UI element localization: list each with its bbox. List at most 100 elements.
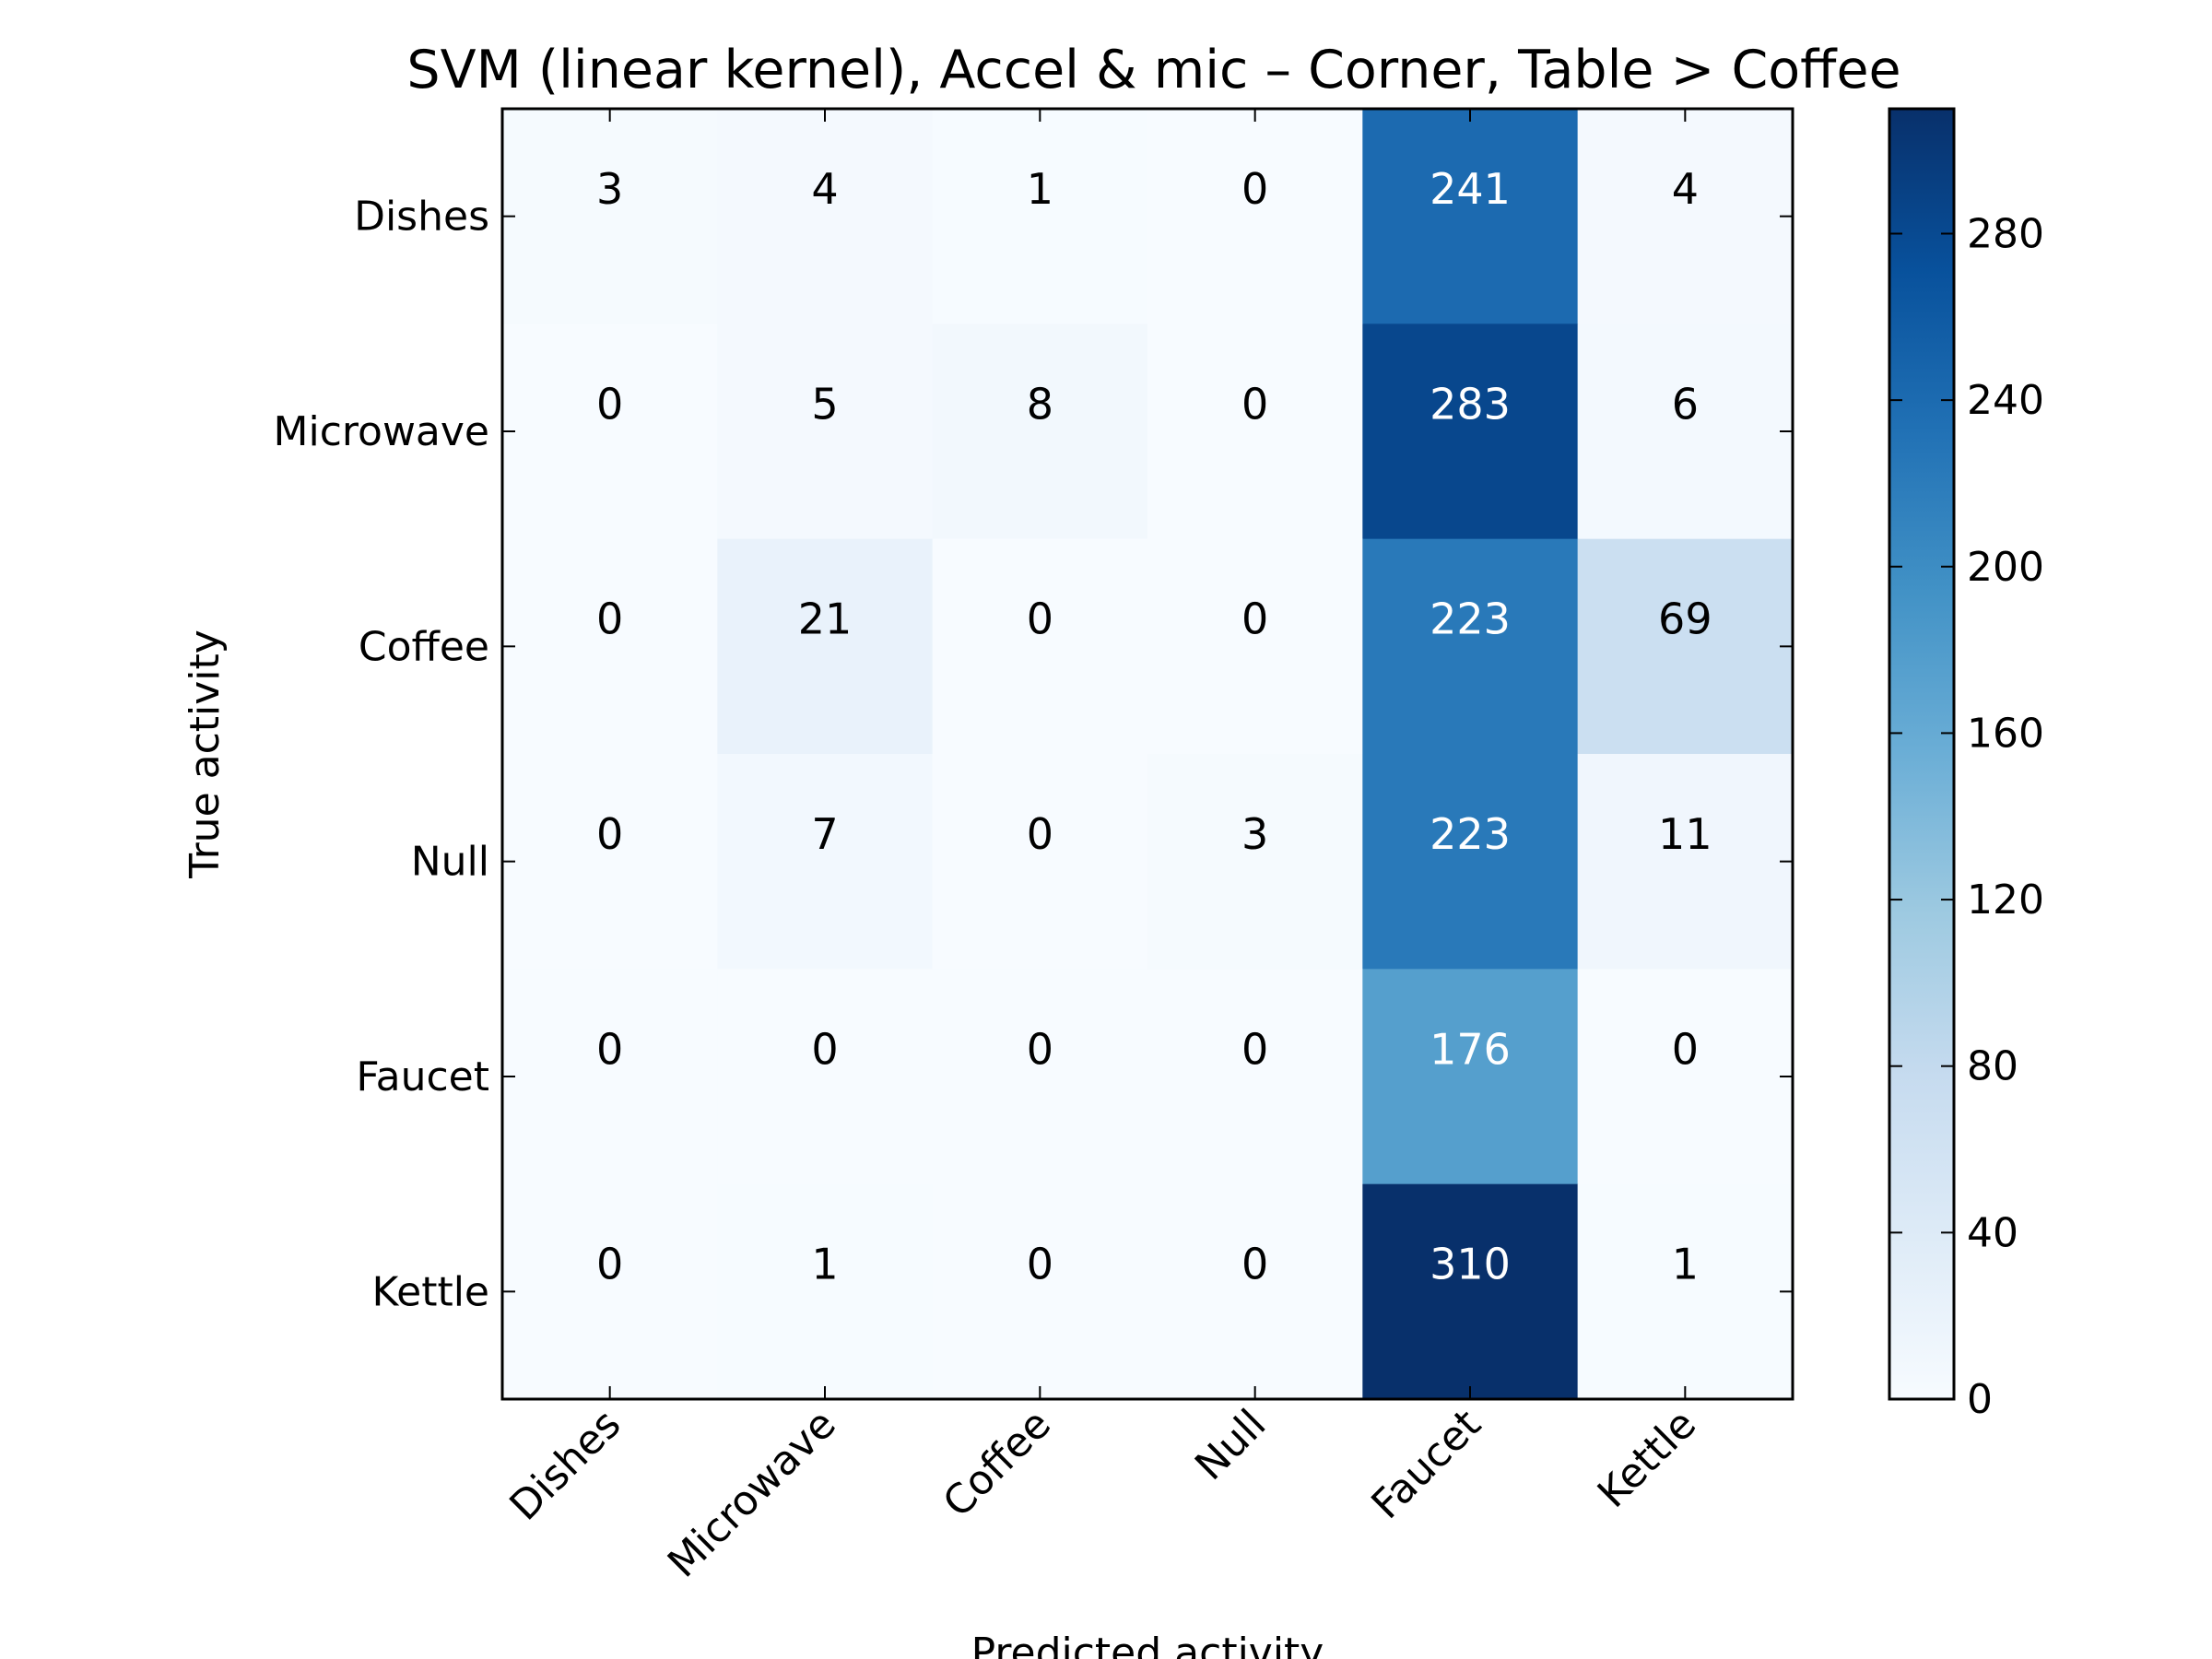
x-tick-label: Null (1186, 1401, 1275, 1489)
cell-value-label: 21 (798, 594, 853, 644)
y-tick-label: Coffee (359, 623, 489, 670)
heatmap-cell (502, 754, 718, 970)
heatmap-cell (1362, 969, 1579, 1185)
colorbar-tick-label: 160 (1967, 710, 2044, 757)
cell-value-label: 0 (1241, 1024, 1268, 1074)
heatmap-cell (1147, 1183, 1363, 1400)
cell-value-label: 176 (1430, 1024, 1511, 1074)
heatmap-cell (932, 1183, 1148, 1400)
colorbar-tick-label: 200 (1967, 544, 2044, 591)
heatmap-cell (932, 109, 1148, 324)
colorbar-gradient (1888, 107, 1956, 1401)
cell-value-label: 223 (1430, 809, 1511, 859)
y-tick-label: Dishes (354, 194, 489, 241)
heatmap-cell (502, 969, 718, 1185)
heatmap-cell (1147, 969, 1363, 1185)
heatmap-cell (932, 324, 1148, 540)
y-tick-label: Faucet (356, 1053, 489, 1100)
heatmap-cell (1577, 109, 1794, 324)
x-tick-label: Dishes (500, 1401, 629, 1530)
x-tick-label: Kettle (1589, 1401, 1705, 1517)
y-tick-label: Null (411, 839, 489, 886)
cell-value-label: 6 (1672, 379, 1699, 429)
heatmap-cell (1577, 969, 1794, 1185)
cell-value-label: 0 (596, 1024, 623, 1074)
cell-value-label: 241 (1430, 164, 1511, 214)
heatmap-cells: 3 4 1 0 241 40 5 8 0 283 60 21 0 0 223 690 7 0 3 223 110 0 0 0 1… (502, 109, 1794, 1400)
y-tick-label: Microwave (274, 408, 489, 455)
cell-value-label: 1 (811, 1240, 838, 1289)
x-tick-label: Microwave (659, 1401, 845, 1587)
colorbar: 0 40 80 120 160 200 240 280 (1888, 107, 2044, 1423)
colorbar-tick-label: 240 (1967, 377, 2044, 424)
heatmap-cell (1577, 754, 1794, 970)
heatmap-cell (1362, 538, 1579, 755)
cell-value-label: 0 (1027, 809, 1053, 859)
cell-value-label: 0 (596, 594, 623, 644)
heatmap-cell (932, 538, 1148, 755)
cell-value-label: 0 (1241, 164, 1268, 214)
cell-value-label: 0 (596, 379, 623, 429)
x-axis-label: Predicted activity (971, 1630, 1324, 1659)
heatmap-cell (502, 324, 718, 540)
heatmap-cell (1147, 324, 1363, 540)
x-tick-label: Faucet (1362, 1401, 1489, 1528)
cell-value-label: 5 (811, 379, 838, 429)
heatmap-cell (502, 109, 718, 324)
cell-value-label: 0 (811, 1024, 838, 1074)
cell-value-label: 0 (1027, 1240, 1053, 1289)
cell-value-label: 310 (1430, 1240, 1511, 1289)
heatmap-cell (1147, 538, 1363, 755)
plot-frame (500, 107, 1794, 1401)
cell-value-label: 0 (1672, 1024, 1699, 1074)
heatmap-cell (1362, 1183, 1579, 1400)
heatmap-cell (932, 754, 1148, 970)
heatmap-cell (1362, 754, 1579, 970)
y-tick-label: Kettle (371, 1268, 489, 1315)
heatmap-cell (1577, 1183, 1794, 1400)
y-axis-ticks: Dishes Microwave Coffee Null Faucet Kettle (274, 194, 1793, 1315)
cell-value-label: 8 (1027, 379, 1053, 429)
cell-value-label: 1 (1672, 1240, 1699, 1289)
cell-value-label: 0 (596, 1240, 623, 1289)
cell-value-label: 0 (1241, 379, 1268, 429)
heatmap-cell (1577, 538, 1794, 755)
cell-value-label: 0 (596, 809, 623, 859)
cell-value-label: 4 (1672, 164, 1699, 214)
heatmap-cell (717, 538, 934, 755)
heatmap-cell (1362, 324, 1579, 540)
cell-value-label: 3 (596, 164, 623, 214)
colorbar-tick-label: 280 (1967, 210, 2044, 257)
heatmap-cell (1147, 109, 1363, 324)
heatmap-cell (502, 538, 718, 755)
y-axis-label: True activity (182, 629, 229, 879)
cell-value-label: 0 (1027, 1024, 1053, 1074)
chart-title: SVM (linear kernel), Accel & mic – Corne… (406, 40, 1900, 100)
cell-value-label: 11 (1658, 809, 1712, 859)
heatmap-cell (502, 1183, 718, 1400)
heatmap-cell (717, 324, 934, 540)
cell-value-label: 0 (1241, 1240, 1268, 1289)
cell-value-label: 69 (1658, 594, 1712, 644)
heatmap-cell (717, 754, 934, 970)
x-tick-label: Coffee (935, 1401, 1061, 1527)
heatmap-cell (1577, 324, 1794, 540)
heatmap-cell (717, 969, 934, 1185)
heatmap-cell (1147, 754, 1363, 970)
cell-value-label: 283 (1430, 379, 1511, 429)
heatmap-cell (717, 109, 934, 324)
cell-value-label: 1 (1027, 164, 1053, 214)
colorbar-tick-label: 0 (1967, 1376, 1993, 1423)
cell-value-label: 3 (1241, 809, 1268, 859)
cell-value-label: 223 (1430, 594, 1511, 644)
heatmap-cell (932, 969, 1148, 1185)
cell-value-label: 7 (811, 809, 838, 859)
cell-value-label: 4 (811, 164, 838, 214)
colorbar-tick-label: 40 (1967, 1209, 2018, 1256)
heatmap-cell (717, 1183, 934, 1400)
colorbar-tick-label: 120 (1967, 877, 2044, 924)
cell-value-label: 0 (1027, 594, 1053, 644)
heatmap-cell (1362, 109, 1579, 324)
cell-value-label: 0 (1241, 594, 1268, 644)
